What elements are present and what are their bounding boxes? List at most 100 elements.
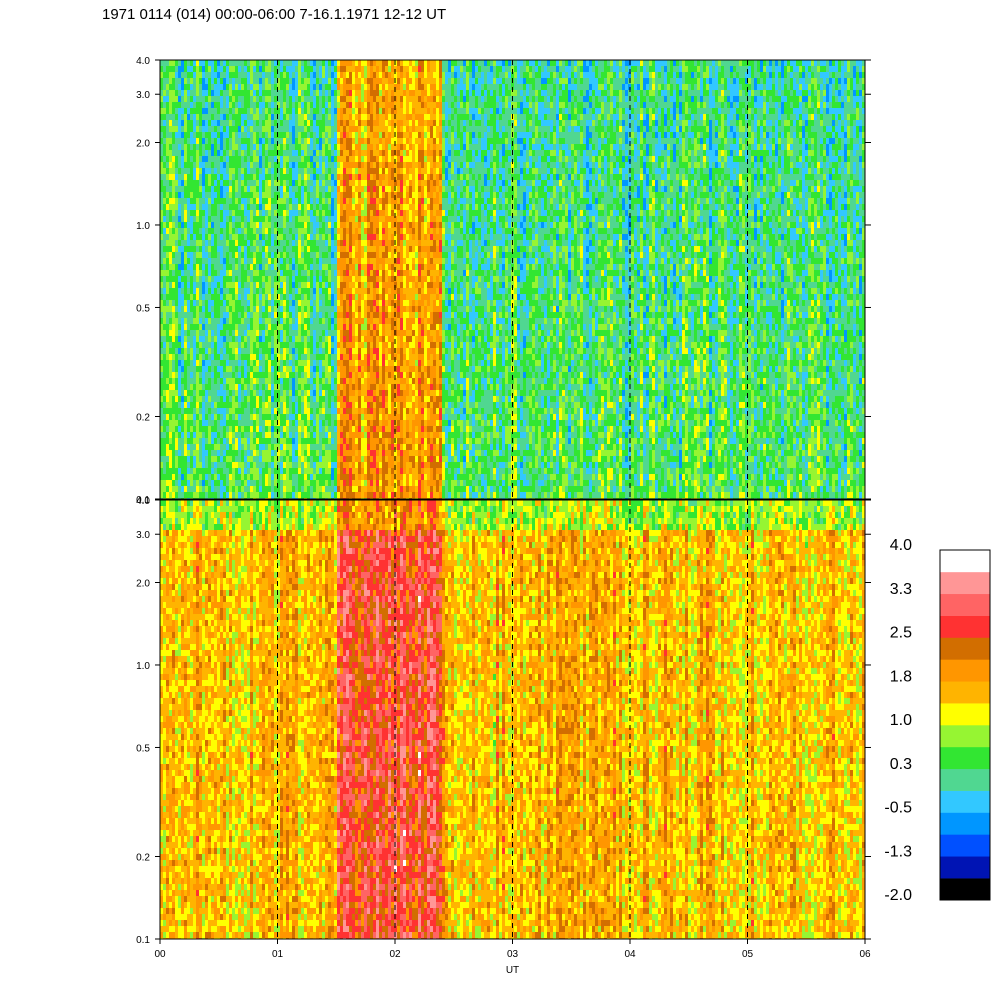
heatmap-cell (316, 132, 320, 139)
heatmap-cell (334, 150, 338, 157)
heatmap-cell (325, 210, 329, 217)
heatmap-cell (298, 180, 302, 187)
heatmap-cell (355, 102, 359, 109)
heatmap-cell (217, 84, 221, 91)
heatmap-cell (178, 198, 182, 205)
heatmap-cell (181, 420, 185, 427)
heatmap-cell (292, 60, 296, 67)
heatmap-cell (196, 102, 200, 109)
heatmap-cell (196, 348, 200, 355)
heatmap-cell (199, 312, 203, 319)
heatmap-cell (241, 420, 245, 427)
heatmap-cell (217, 360, 221, 367)
heatmap-cell (271, 294, 275, 301)
heatmap-cell (241, 294, 245, 301)
heatmap-cell (313, 282, 317, 289)
heatmap-cell (340, 300, 344, 307)
heatmap-cell (166, 282, 170, 289)
heatmap-cell (355, 90, 359, 97)
heatmap-cell (352, 240, 356, 247)
heatmap-cell (217, 174, 221, 181)
heatmap-cell (223, 78, 227, 85)
heatmap-cell (199, 84, 203, 91)
heatmap-cell (352, 210, 356, 217)
heatmap-cell (178, 222, 182, 229)
heatmap-cell (160, 360, 164, 367)
heatmap-cell (220, 186, 224, 193)
heatmap-cell (271, 162, 275, 169)
heatmap-cell (277, 282, 281, 289)
heatmap-cell (184, 246, 188, 253)
heatmap-cell (307, 438, 311, 445)
heatmap-cell (280, 282, 284, 289)
heatmap-cell (343, 432, 347, 439)
heatmap-cell (307, 108, 311, 115)
heatmap-cell (223, 414, 227, 421)
heatmap-cell (253, 270, 257, 277)
heatmap-cell (355, 84, 359, 91)
heatmap-cell (247, 180, 251, 187)
heatmap-cell (328, 366, 332, 373)
heatmap-cell (208, 138, 212, 145)
heatmap-cell (238, 228, 242, 235)
heatmap-cell (349, 156, 353, 163)
heatmap-cell (271, 180, 275, 187)
heatmap-cell (184, 480, 188, 487)
heatmap-cell (259, 186, 263, 193)
heatmap-cell (259, 324, 263, 331)
heatmap-cell (196, 486, 200, 493)
heatmap-cell (235, 408, 239, 415)
heatmap-cell (226, 270, 230, 277)
heatmap-cell (283, 252, 287, 259)
heatmap-cell (313, 168, 317, 175)
heatmap-cell (313, 114, 317, 121)
heatmap-cell (301, 414, 305, 421)
heatmap-cell (328, 240, 332, 247)
heatmap-cell (184, 204, 188, 211)
heatmap-cell (283, 468, 287, 475)
heatmap-cell (220, 414, 224, 421)
heatmap-cell (277, 234, 281, 241)
heatmap-cell (349, 480, 353, 487)
heatmap-cell (223, 258, 227, 265)
heatmap-cell (271, 492, 275, 499)
heatmap-cell (331, 126, 335, 133)
heatmap-cell (193, 414, 197, 421)
heatmap-cell (196, 468, 200, 475)
heatmap-cell (328, 408, 332, 415)
heatmap-cell (229, 90, 233, 97)
heatmap-cell (301, 390, 305, 397)
heatmap-cell (331, 432, 335, 439)
heatmap-cell (184, 168, 188, 175)
heatmap-cell (226, 120, 230, 127)
heatmap-cell (292, 366, 296, 373)
heatmap-cell (292, 378, 296, 385)
heatmap-cell (259, 108, 263, 115)
heatmap-cell (355, 462, 359, 469)
heatmap-cell (280, 204, 284, 211)
heatmap-cell (292, 78, 296, 85)
heatmap-cell (232, 288, 236, 295)
heatmap-cell (235, 336, 239, 343)
heatmap-cell (343, 210, 347, 217)
heatmap-cell (211, 156, 215, 163)
heatmap-cell (253, 342, 257, 349)
heatmap-cell (265, 252, 269, 259)
heatmap-cell (361, 84, 365, 91)
heatmap-cell (220, 144, 224, 151)
heatmap-cell (175, 384, 179, 391)
heatmap-cell (256, 222, 260, 229)
heatmap-cell (184, 390, 188, 397)
heatmap-cell (352, 96, 356, 103)
heatmap-cell (322, 354, 326, 361)
heatmap-cell (169, 330, 173, 337)
heatmap-cell (319, 426, 323, 433)
heatmap-cell (298, 366, 302, 373)
heatmap-cell (175, 492, 179, 499)
heatmap-cell (220, 84, 224, 91)
heatmap-cell (304, 288, 308, 295)
heatmap-cell (250, 306, 254, 313)
heatmap-cell (253, 204, 257, 211)
heatmap-cell (226, 78, 230, 85)
heatmap-cell (178, 312, 182, 319)
